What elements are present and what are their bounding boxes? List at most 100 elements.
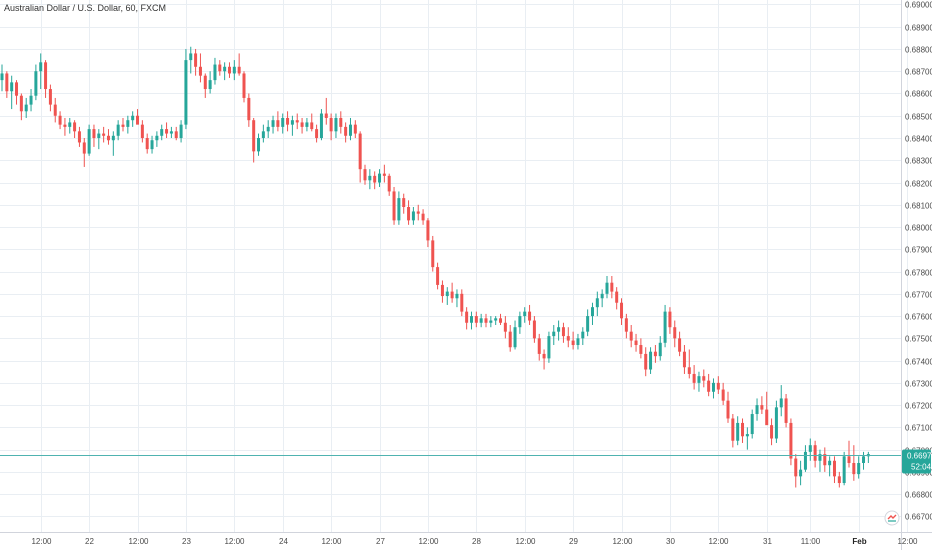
candle-body <box>48 89 52 105</box>
candle-body <box>600 293 604 299</box>
candle-body <box>53 104 57 116</box>
candle-body <box>387 175 391 192</box>
candle-down <box>610 276 614 299</box>
candle-body <box>586 316 590 332</box>
candle-down <box>382 164 386 183</box>
candle-body <box>373 175 377 183</box>
tradingview-logo-icon[interactable] <box>884 510 900 526</box>
candle-down <box>165 122 169 139</box>
price-axis-labels[interactable]: 0.69000 0.68900 0.68800 0.68700 0.68600 0.685… <box>905 1 932 522</box>
candle-up <box>378 169 382 187</box>
candle-body <box>755 405 759 415</box>
candle-body <box>847 456 851 463</box>
candle-body <box>276 120 280 127</box>
candle-body <box>513 327 517 348</box>
candle-down <box>503 316 507 339</box>
candle-body <box>721 389 725 401</box>
candle-down <box>392 186 396 225</box>
candle-body <box>711 382 715 392</box>
candle-up <box>281 113 285 134</box>
candle-up <box>857 456 861 479</box>
candle-up <box>711 378 715 399</box>
candle-body <box>629 331 633 341</box>
candle-up <box>736 416 740 446</box>
candle-body <box>106 135 110 141</box>
candle-body <box>450 291 454 299</box>
candle-up <box>319 109 323 141</box>
candle-down <box>276 111 280 132</box>
candle-body <box>436 267 440 285</box>
time-axis-labels[interactable]: 12:00 22 12:00 23 12:00 24 12:00 27 12:00 28 12:00… <box>31 537 918 546</box>
candle-body <box>474 316 478 323</box>
candle-down <box>673 320 677 348</box>
candle-up <box>348 117 352 141</box>
candles <box>0 46 870 488</box>
candle-up <box>586 309 590 337</box>
candle-down <box>668 307 672 334</box>
candle-down <box>474 311 478 328</box>
candle-down <box>431 235 435 272</box>
candle-body <box>542 353 546 359</box>
candle-body <box>310 122 314 130</box>
candle-up <box>774 400 778 443</box>
candle-down <box>436 262 440 290</box>
candle-up <box>663 304 667 348</box>
candle-down <box>465 307 469 330</box>
candle-down <box>344 122 348 143</box>
candle-body <box>397 198 401 221</box>
candle-down <box>194 48 198 76</box>
candle-body <box>605 282 609 294</box>
candle-down <box>353 120 357 139</box>
candle-up <box>547 331 551 363</box>
candle-up <box>658 336 662 361</box>
candle-up <box>750 409 754 439</box>
candle-down <box>145 133 149 154</box>
chart-title: Australian Dollar / U.S. Dollar, 60, FXC… <box>4 3 167 13</box>
candle-up <box>600 289 604 308</box>
candle-body <box>24 104 28 112</box>
candle-body <box>0 73 4 81</box>
y-tick-label: 0.68800 <box>905 46 932 55</box>
candle-body <box>668 311 672 328</box>
candle-up <box>184 48 188 130</box>
x-tick-label: 22 <box>85 537 94 546</box>
y-tick-label: 0.67400 <box>905 358 932 367</box>
candle-up <box>595 291 599 317</box>
candle-up <box>87 124 91 156</box>
candle-down <box>242 71 246 103</box>
candle-body <box>184 60 188 125</box>
candle-down <box>687 349 691 379</box>
candle-body <box>644 353 648 370</box>
candle-body <box>508 331 512 348</box>
candle-body <box>832 460 836 477</box>
x-tick-label: 11:00 <box>801 537 821 546</box>
x-tick-label: 12:00 <box>31 537 52 546</box>
candle-body <box>528 311 532 321</box>
candle-body <box>862 456 866 463</box>
candle-body <box>189 53 193 61</box>
candle-body <box>794 458 798 477</box>
candle-body <box>745 434 749 437</box>
candle-down <box>741 418 745 443</box>
candle-up <box>232 60 236 81</box>
candle-down <box>102 126 106 143</box>
candle-up <box>34 64 38 101</box>
candle-body <box>716 382 720 390</box>
candle-up <box>779 385 783 417</box>
candle-down <box>339 111 343 134</box>
candle-body <box>620 302 624 319</box>
candle-up <box>261 124 265 143</box>
candle-body <box>547 336 551 359</box>
candle-body <box>116 124 120 136</box>
candle-down <box>784 393 788 428</box>
candle-up <box>494 316 498 325</box>
x-tick-label: 12:00 <box>515 537 536 546</box>
y-tick-label: 0.66800 <box>905 491 932 500</box>
candle-body <box>382 173 386 176</box>
candle-down <box>528 304 532 325</box>
candle-down <box>92 124 96 147</box>
candle-up <box>29 89 33 112</box>
candle-up <box>271 115 275 134</box>
